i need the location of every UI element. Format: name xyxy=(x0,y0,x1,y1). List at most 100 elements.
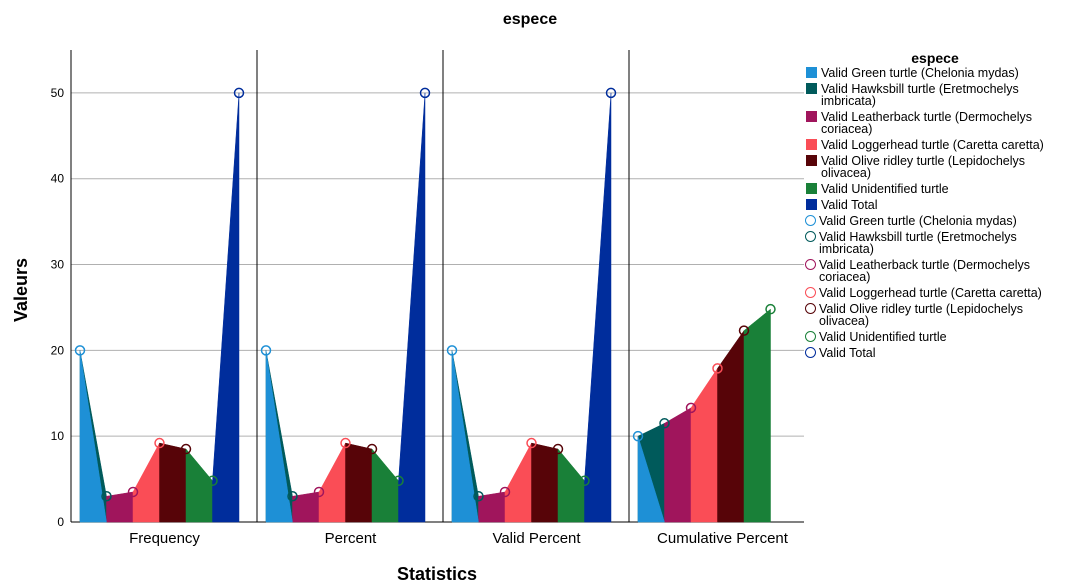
y-tick-label: 0 xyxy=(57,515,64,529)
area-segment xyxy=(398,92,426,523)
x-axis-title: Statistics xyxy=(397,564,477,584)
data-point xyxy=(738,325,750,336)
data-point xyxy=(393,475,404,487)
legend-item: Valid Hawksbill turtle (Eretmochelys imb… xyxy=(804,231,1066,255)
legend-label: Valid Hawksbill turtle (Eretmochelys imb… xyxy=(819,230,1017,256)
legend-item: Valid Green turtle (Chelonia mydas) xyxy=(804,215,1066,227)
data-point xyxy=(154,437,165,449)
legend-item: Valid Unidentified turtle xyxy=(804,183,1066,195)
x-panel-label: Valid Percent xyxy=(492,530,581,547)
area-segment xyxy=(531,442,559,523)
legend-swatch xyxy=(806,111,817,122)
legend-swatch xyxy=(806,199,817,210)
area-segment xyxy=(185,448,213,523)
legend-label: Valid Loggerhead turtle (Caretta caretta… xyxy=(821,138,1044,152)
legend-circle-marker xyxy=(805,331,816,342)
data-point xyxy=(127,486,139,498)
data-point xyxy=(366,443,378,455)
x-panel-label: Percent xyxy=(325,530,378,547)
legend-circle-marker xyxy=(805,303,816,314)
data-point xyxy=(685,402,697,414)
legend-item: Valid Leatherback turtle (Dermochelys co… xyxy=(804,259,1066,283)
data-point xyxy=(526,437,537,449)
legend-title: espece xyxy=(911,50,959,66)
legend-label: Valid Unidentified turtle xyxy=(819,330,947,344)
y-tick-label: 20 xyxy=(51,343,65,357)
legend-label: Valid Olive ridley turtle (Lepidochelys … xyxy=(819,302,1024,328)
data-point xyxy=(260,345,272,356)
legend-label: Valid Total xyxy=(819,346,876,360)
legend-label: Valid Unidentified turtle xyxy=(821,182,949,196)
area-segment xyxy=(690,367,718,523)
legend-swatch xyxy=(806,67,817,78)
y-tick-label: 40 xyxy=(51,172,65,186)
y-axis-title: Valeurs xyxy=(11,258,31,322)
legend-circle-marker xyxy=(805,215,816,226)
area-segment xyxy=(584,92,612,523)
area-segment xyxy=(504,442,532,523)
legend-label: Valid Green turtle (Chelonia mydas) xyxy=(821,66,1019,80)
chart-title: espece xyxy=(503,11,557,28)
area-segment xyxy=(318,442,346,523)
data-point xyxy=(473,491,484,502)
legend-label: Valid Leatherback turtle (Dermochelys co… xyxy=(821,110,1032,136)
data-point xyxy=(659,418,670,429)
data-point xyxy=(74,345,86,356)
legend-label: Valid Leatherback turtle (Dermochelys co… xyxy=(819,258,1030,284)
legend-circle-marker xyxy=(805,287,816,298)
legend-swatch xyxy=(806,139,817,150)
area-segment xyxy=(79,350,107,523)
area-segment xyxy=(265,350,293,523)
data-point xyxy=(207,475,218,487)
x-panel-label: Cumulative Percent xyxy=(657,530,789,547)
area-segment xyxy=(132,442,160,523)
data-point xyxy=(340,437,351,449)
legend-items: Valid Green turtle (Chelonia mydas) Valid… xyxy=(804,67,1066,359)
legend-swatch xyxy=(806,155,817,166)
data-point xyxy=(579,475,590,487)
data-point xyxy=(313,486,325,498)
legend-item: Valid Total xyxy=(804,199,1066,211)
legend-label: Valid Green turtle (Chelonia mydas) xyxy=(819,214,1017,228)
area-segment xyxy=(159,442,187,523)
data-point xyxy=(499,486,511,498)
data-point xyxy=(101,491,112,502)
y-tick-label: 50 xyxy=(51,86,65,100)
plot-area: 0 10 20 30 40 50 Frequency Percent Valid Percent… xyxy=(51,50,804,547)
legend-item: Valid Total xyxy=(804,347,1066,359)
legend-item: Valid Loggerhead turtle (Caretta caretta… xyxy=(804,287,1066,299)
legend-label: Valid Total xyxy=(821,198,878,212)
legend-item: Valid Unidentified turtle xyxy=(804,331,1066,343)
data-point xyxy=(632,430,644,442)
legend: espece Valid Green turtle (Chelonia myda… xyxy=(804,50,1066,363)
y-tick-label: 30 xyxy=(51,258,65,272)
legend-label: Valid Olive ridley turtle (Lepidochelys … xyxy=(821,154,1026,180)
area-segment xyxy=(743,308,771,523)
data-point xyxy=(419,87,431,99)
area-segment xyxy=(451,350,479,523)
area-segment xyxy=(371,448,399,523)
data-point xyxy=(446,345,458,356)
legend-swatch xyxy=(806,183,817,194)
legend-item: Valid Olive ridley turtle (Lepidochelys … xyxy=(804,303,1066,327)
area-segment xyxy=(637,436,665,523)
data-point xyxy=(765,303,776,315)
legend-circle-marker xyxy=(805,231,816,242)
data-point xyxy=(552,443,564,455)
legend-circle-marker xyxy=(805,259,816,270)
data-point xyxy=(233,87,245,99)
data-point xyxy=(287,491,298,502)
data-point xyxy=(180,443,192,455)
legend-item: Valid Green turtle (Chelonia mydas) xyxy=(804,67,1066,79)
area-segment xyxy=(557,448,585,523)
legend-item: Valid Olive ridley turtle (Lepidochelys … xyxy=(804,155,1066,179)
legend-swatch xyxy=(806,83,817,94)
legend-label: Valid Loggerhead turtle (Caretta caretta… xyxy=(819,286,1042,300)
y-tick-label: 10 xyxy=(51,429,65,443)
data-point xyxy=(605,87,617,99)
legend-label: Valid Hawksbill turtle (Eretmochelys imb… xyxy=(821,82,1019,108)
chart-svg: espece Valeurs Statistics 0 10 20 30 40 50 Fre… xyxy=(11,11,804,584)
area-segment xyxy=(345,442,373,523)
legend-item: Valid Hawksbill turtle (Eretmochelys imb… xyxy=(804,83,1066,107)
x-panel-label: Frequency xyxy=(129,530,200,547)
